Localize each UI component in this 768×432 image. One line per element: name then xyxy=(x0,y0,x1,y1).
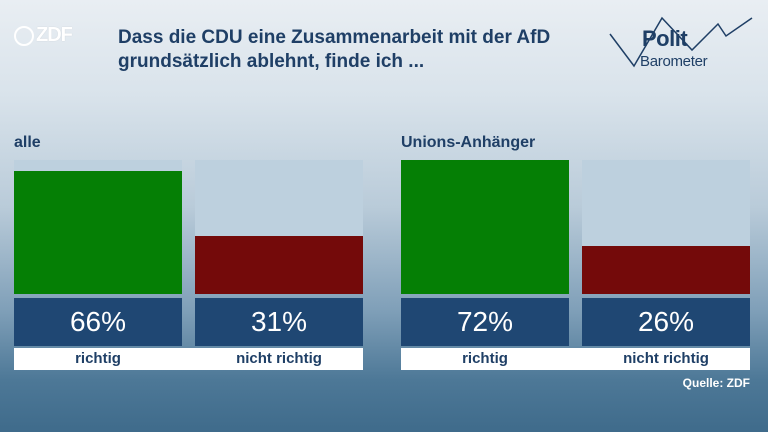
bar-alle-richtig xyxy=(14,160,182,294)
source-note: Quelle: ZDF xyxy=(682,376,750,390)
value-label-alle-richtig: 66% xyxy=(14,298,182,346)
zdf-logo-text: ZDF xyxy=(36,24,73,46)
category-label-unions-richtig: richtig xyxy=(401,348,569,370)
zdf-logo: ZDF xyxy=(14,24,73,47)
bar-fill-alle-nicht-richtig xyxy=(195,236,363,294)
page-title: Dass die CDU eine Zusammenarbeit mit der… xyxy=(118,27,551,72)
bar-unions-nicht-richtig xyxy=(582,160,750,294)
group-label-unions-anhaenger: Unions-Anhänger xyxy=(401,134,536,151)
value-label-unions-nicht-richtig: 26% xyxy=(582,298,750,346)
bar-fill-unions-richtig xyxy=(401,160,569,294)
bar-alle-nicht-richtig xyxy=(195,160,363,294)
category-label-alle-richtig: richtig xyxy=(14,348,182,370)
politbarometer-line2: Barometer xyxy=(640,53,708,70)
category-label-alle-nicht-richtig: nicht richtig xyxy=(195,348,363,370)
value-label-unions-richtig: 72% xyxy=(401,298,569,346)
category-label-unions-nicht-richtig: nicht richtig xyxy=(582,348,750,370)
value-label-alle-nicht-richtig: 31% xyxy=(195,298,363,346)
bar-fill-alle-richtig xyxy=(14,171,182,294)
bar-unions-richtig xyxy=(401,160,569,294)
zdf-ring-icon xyxy=(14,25,34,46)
bar-fill-unions-nicht-richtig xyxy=(582,245,750,294)
group-label-alle: alle xyxy=(14,134,41,151)
politbarometer-line1: Polit xyxy=(642,26,688,51)
politbarometer-logo: Polit Barometer xyxy=(606,14,756,74)
zigzag-line-icon xyxy=(609,16,753,68)
